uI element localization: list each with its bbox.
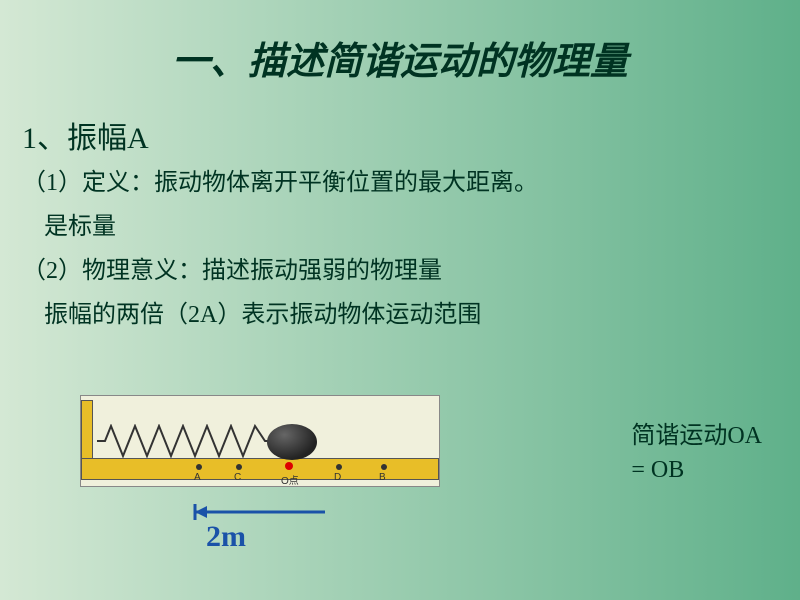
side-note-line-2: = OB (631, 454, 762, 488)
definition-line-1: （1）定义：振动物体离开平衡位置的最大距离。 (22, 165, 800, 201)
meaning-line: （2）物理意义：描述振动强弱的物理量 (22, 253, 800, 289)
range-line: 振幅的两倍（2A）表示振动物体运动范围 (44, 297, 800, 333)
marker-A-label: A (194, 472, 201, 483)
definition-line-1b: 是标量 (44, 209, 800, 245)
marker-D-label: D (334, 472, 341, 483)
side-note-line-1: 简谐运动OA (631, 420, 762, 454)
marker-B-label: B (379, 472, 386, 483)
marker-A (196, 464, 202, 470)
marker-C (236, 464, 242, 470)
spring-icon (97, 424, 273, 458)
spring-mass-diagram: A C O点 D B (80, 395, 440, 500)
slide-title: 一、描述简谐运动的物理量 (0, 0, 800, 85)
marker-O (285, 462, 293, 470)
section-heading: 1、振幅A (22, 113, 800, 157)
marker-C-label: C (234, 472, 241, 483)
side-note: 简谐运动OA = OB (631, 420, 762, 487)
range-label: 2m (206, 520, 246, 554)
marker-D (336, 464, 342, 470)
mass-icon (267, 424, 317, 460)
marker-O-label: O点 (281, 472, 299, 487)
marker-B (381, 464, 387, 470)
diagram-background: A C O点 D B (80, 395, 440, 487)
